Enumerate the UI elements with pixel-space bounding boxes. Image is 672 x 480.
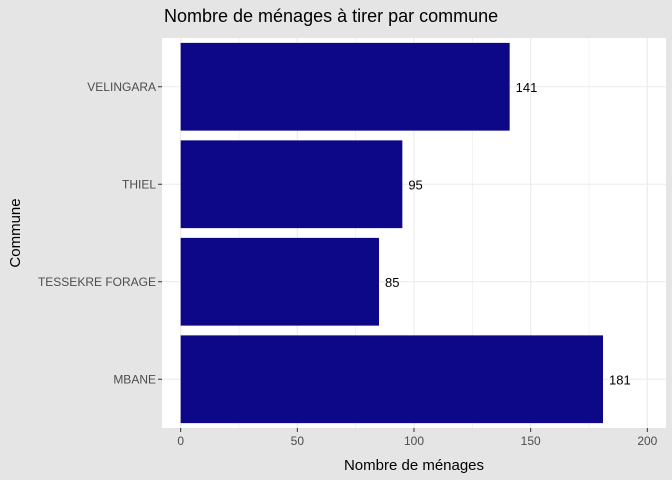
bar-velingara (180, 42, 510, 131)
y-tick-label: TESSEKRE FORAGE (38, 275, 156, 289)
x-tick-label: 200 (637, 434, 657, 448)
bar-thiel (180, 140, 403, 229)
x-tick-label: 150 (521, 434, 541, 448)
x-axis: 0 50 100 150 200 (177, 428, 658, 448)
x-tick-label: 50 (291, 434, 305, 448)
x-axis-title: Nombre de ménages (344, 457, 484, 474)
y-tick-label: MBANE (113, 372, 156, 386)
bar-tessekre-forage (180, 237, 379, 326)
data-labels: 181 85 95 141 (385, 80, 631, 388)
bars (180, 42, 603, 424)
y-axis: MBANE TESSEKRE FORAGE THIEL VELINGARA (38, 80, 162, 386)
data-label: 85 (385, 275, 399, 290)
bar-mbane (180, 335, 603, 424)
data-label: 141 (516, 80, 538, 95)
chart-title: Nombre de ménages à tirer par commune (164, 6, 499, 26)
x-tick-label: 100 (404, 434, 424, 448)
data-label: 95 (408, 177, 422, 192)
x-tick-label: 0 (177, 434, 184, 448)
data-label: 181 (609, 372, 631, 387)
y-axis-title: Commune (7, 198, 24, 267)
y-tick-label: THIEL (122, 177, 156, 191)
y-tick-label: VELINGARA (87, 80, 156, 94)
